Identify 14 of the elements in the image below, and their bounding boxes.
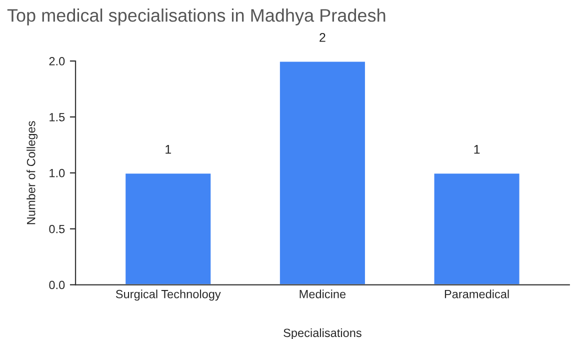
data-label: 1 [166, 145, 171, 154]
x-tick-label: Paramedical [444, 290, 509, 298]
y-tick-label: 2.0 [49, 57, 65, 66]
y-tick-label: 0.5 [49, 224, 65, 234]
data-label: 2 [320, 33, 326, 42]
x-axis-title: Specialisations [284, 328, 362, 339]
x-tick-label: Surgical Technology [116, 290, 221, 301]
y-axis-title: Number of Colleges [26, 121, 38, 224]
y-tick-label: 1.5 [50, 113, 65, 122]
chart-title: Top medical specialisations in Madhya Pradesh [7, 8, 386, 26]
y-tick-label: 0.0 [49, 280, 65, 290]
data-label: 1 [474, 145, 480, 154]
y-tick-label: 1.0 [50, 168, 65, 178]
x-tick-label: Medicine [300, 290, 346, 298]
